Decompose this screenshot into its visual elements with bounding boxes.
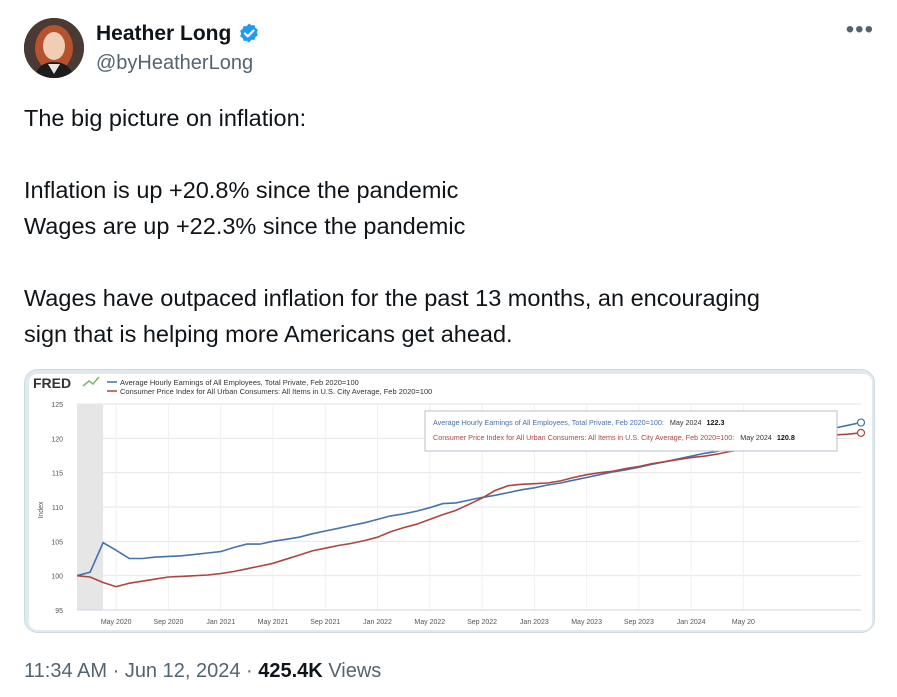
tooltip-cpi-value: 120.8 xyxy=(777,433,795,442)
chart-tooltip: Average Hourly Earnings of All Employees… xyxy=(424,410,838,452)
x-tick-label: Jan 2021 xyxy=(206,619,235,626)
series-line-wages-endpoint xyxy=(856,418,866,427)
y-tick-label: 115 xyxy=(52,471,63,478)
x-tick-label: May 2020 xyxy=(101,619,132,626)
tweet-text-line: The big picture on inflation: xyxy=(24,105,307,131)
tweet-text-line: Wages are up +22.3% since the pandemic xyxy=(24,213,466,239)
x-tick-label: May 2023 xyxy=(571,619,602,626)
x-tick-label: May 20 xyxy=(732,619,755,626)
tweet-header: Heather Long @byHeatherLong ••• xyxy=(24,18,874,82)
tooltip-wages-value: 122.3 xyxy=(706,418,724,427)
y-tick-label: 125 xyxy=(51,402,63,409)
x-tick-label: Sep 2020 xyxy=(153,619,183,626)
author-handle[interactable]: @byHeatherLong xyxy=(96,52,254,74)
meta-separator: · xyxy=(107,660,125,682)
x-tick-label: Sep 2023 xyxy=(624,619,654,626)
legend-wages: Average Hourly Earnings of All Employees… xyxy=(120,378,359,387)
tweet-text-line: sign that is helping more Americans get … xyxy=(24,321,513,347)
tweet-text: The big picture on inflation: Inflation i… xyxy=(24,100,874,352)
y-tick-label: 110 xyxy=(52,505,63,512)
tweet-time[interactable]: 11:34 AM xyxy=(24,660,108,682)
tooltip-cpi-date: May 2024 xyxy=(740,433,772,442)
fred-chart: FRED Average Hourly Earnings of All Empl… xyxy=(25,370,874,632)
meta-separator-2: · xyxy=(240,660,259,682)
x-tick-label: Jan 2022 xyxy=(363,619,392,626)
views-count: 425.4K xyxy=(258,660,323,682)
tooltip-cpi-label: Consumer Price Index for All Urban Consu… xyxy=(433,433,734,442)
tweet-media[interactable]: FRED Average Hourly Earnings of All Empl… xyxy=(24,369,875,633)
tooltip-wages-label: Average Hourly Earnings of All Employees… xyxy=(433,418,664,427)
y-tick-label: 100 xyxy=(51,574,63,581)
views-label: Views xyxy=(328,660,382,682)
x-tick-label: Jan 2024 xyxy=(677,619,706,626)
tweet-text-blank xyxy=(24,244,874,280)
x-tick-label: May 2021 xyxy=(258,619,289,626)
fred-logo: FRED xyxy=(33,375,71,391)
tweet-date[interactable]: Jun 12, 2024 xyxy=(124,660,241,682)
y-tick-label: 105 xyxy=(51,539,63,546)
tweet-text-line: Inflation is up +20.8% since the pandemi… xyxy=(24,177,459,203)
avatar[interactable] xyxy=(24,18,84,78)
tooltip-wages-date: May 2024 xyxy=(670,418,702,427)
x-tick-label: Sep 2022 xyxy=(467,619,497,626)
name-row: Heather Long xyxy=(96,22,261,46)
author-name[interactable]: Heather Long xyxy=(96,22,232,45)
y-axis-label: Index xyxy=(38,501,45,519)
y-tick-label: 95 xyxy=(55,608,63,615)
y-tick-label: 120 xyxy=(51,436,63,443)
fred-logo-icon xyxy=(82,376,100,387)
tweet-text-blank xyxy=(24,136,874,172)
svg-text:Consumer Price Index for All U: Consumer Price Index for All Urban Consu… xyxy=(433,433,795,442)
verified-badge-icon xyxy=(240,23,259,43)
more-options-icon[interactable]: ••• xyxy=(845,16,874,43)
legend-cpi: Consumer Price Index for All Urban Consu… xyxy=(120,387,432,396)
tweet-meta: 11:34 AM · Jun 12, 2024 · 425.4K Views xyxy=(24,660,381,683)
svg-text:Average Hourly Earnings of All: Average Hourly Earnings of All Employees… xyxy=(433,418,724,427)
tweet-text-line: Wages have outpaced inflation for the pa… xyxy=(24,285,760,311)
x-tick-label: May 2022 xyxy=(414,619,445,626)
x-tick-label: Sep 2021 xyxy=(310,619,340,626)
x-tick-label: Jan 2023 xyxy=(520,619,549,626)
series-line-cpi-endpoint xyxy=(856,428,866,437)
